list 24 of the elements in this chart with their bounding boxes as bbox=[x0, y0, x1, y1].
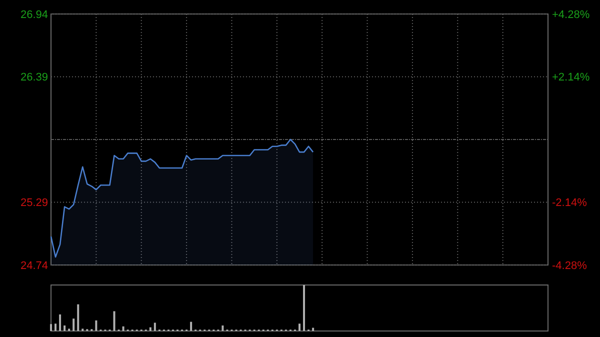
bar bbox=[149, 327, 152, 331]
bar bbox=[190, 322, 192, 331]
y-tick-label: 26.39 bbox=[20, 72, 48, 84]
y-tick-label: 25.29 bbox=[20, 197, 48, 210]
bar bbox=[154, 322, 156, 331]
y2-tick-label: -2.14% bbox=[552, 197, 588, 210]
bar bbox=[77, 304, 80, 331]
y-tick-label: 24.74 bbox=[20, 260, 48, 272]
y2-tick-label: -4.28% bbox=[552, 260, 588, 272]
bar bbox=[113, 311, 116, 331]
bar bbox=[298, 324, 300, 331]
bar bbox=[122, 326, 124, 331]
bar bbox=[50, 324, 52, 331]
y2-tick-label: +2.14% bbox=[552, 72, 590, 84]
bar bbox=[303, 285, 306, 331]
bar bbox=[222, 325, 224, 331]
bar bbox=[59, 314, 62, 331]
y-tick-label: 26.94 bbox=[20, 8, 48, 21]
bar bbox=[54, 324, 57, 331]
bar bbox=[312, 328, 314, 331]
bar bbox=[72, 318, 75, 331]
bar bbox=[64, 325, 66, 331]
y2-tick-label: +4.28% bbox=[552, 8, 590, 21]
bar bbox=[95, 320, 98, 331]
